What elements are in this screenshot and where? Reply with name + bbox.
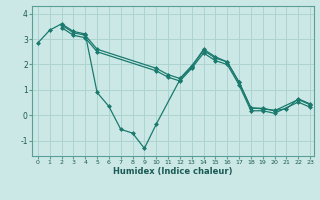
- X-axis label: Humidex (Indice chaleur): Humidex (Indice chaleur): [113, 167, 233, 176]
